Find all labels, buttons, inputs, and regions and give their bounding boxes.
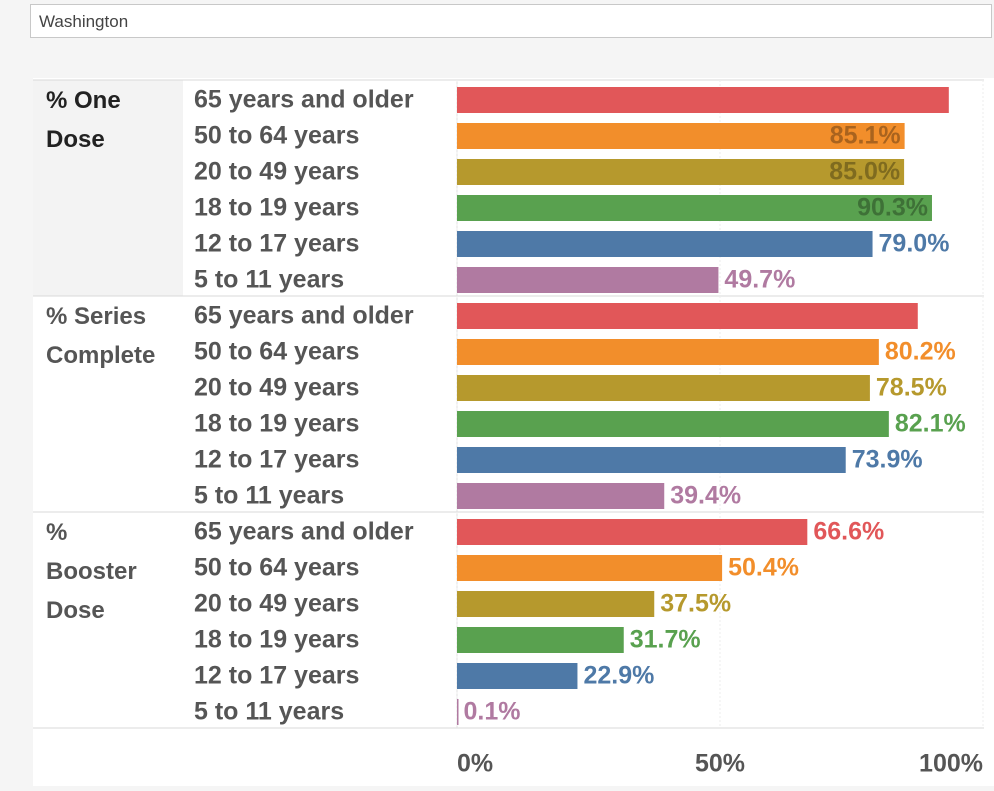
bar	[457, 663, 578, 689]
bar	[457, 483, 665, 509]
value-label: 78.5%	[876, 374, 947, 402]
bar	[457, 555, 723, 581]
group-header: % Booster Dose	[46, 519, 137, 624]
group-header: % Series Complete	[46, 303, 156, 369]
bar	[457, 411, 889, 437]
row-label: 18 to 19 years	[194, 410, 359, 438]
x-tick-label: 50%	[695, 750, 745, 778]
filter-box[interactable]: Washington	[30, 4, 992, 38]
value-label: 50.4%	[728, 554, 799, 582]
value-label: 79.0%	[879, 230, 950, 258]
group-header: % One Dose	[46, 87, 121, 153]
value-label: 85.0%	[829, 158, 900, 186]
bar	[457, 123, 905, 149]
row-label: 20 to 49 years	[194, 590, 359, 618]
bar	[457, 591, 655, 617]
bar	[457, 159, 905, 185]
row-label: 5 to 11 years	[194, 266, 344, 294]
selected-header-bg	[33, 80, 183, 296]
value-label: 82.1%	[895, 410, 966, 438]
bar	[457, 627, 624, 653]
value-label: 0.1%	[464, 698, 521, 726]
row-label: 18 to 19 years	[194, 626, 359, 654]
row-label: 65 years and older	[194, 302, 414, 330]
bar	[457, 267, 719, 293]
bar	[457, 195, 932, 221]
value-label: 22.9%	[583, 662, 654, 690]
bar	[457, 339, 879, 365]
row-label: 5 to 11 years	[194, 698, 344, 726]
bar	[457, 375, 870, 401]
value-label: 31.7%	[630, 626, 701, 654]
value-label: 85.1%	[830, 122, 901, 150]
value-label: 39.4%	[670, 482, 741, 510]
value-label: 90.3%	[857, 194, 928, 222]
bar	[457, 447, 846, 473]
bar	[457, 231, 873, 257]
bar	[457, 87, 949, 113]
row-label: 65 years and older	[194, 86, 414, 114]
value-label: 66.6%	[813, 518, 884, 546]
row-label: 50 to 64 years	[194, 122, 359, 150]
value-label: 73.9%	[852, 446, 923, 474]
bar	[457, 519, 808, 545]
row-label: 12 to 17 years	[194, 230, 359, 258]
bar	[457, 303, 918, 329]
bar	[457, 699, 459, 725]
value-label: 49.7%	[724, 266, 795, 294]
row-label: 18 to 19 years	[194, 194, 359, 222]
row-label: 20 to 49 years	[194, 158, 359, 186]
value-label: 80.2%	[885, 338, 956, 366]
value-label: 37.5%	[660, 590, 731, 618]
row-label: 50 to 64 years	[194, 554, 359, 582]
row-label: 65 years and older	[194, 518, 414, 546]
row-label: 50 to 64 years	[194, 338, 359, 366]
row-label: 12 to 17 years	[194, 446, 359, 474]
row-label: 12 to 17 years	[194, 662, 359, 690]
row-label: 5 to 11 years	[194, 482, 344, 510]
x-tick-label: 100%	[919, 750, 983, 778]
row-label: 20 to 49 years	[194, 374, 359, 402]
x-tick-label: 0%	[457, 750, 493, 778]
